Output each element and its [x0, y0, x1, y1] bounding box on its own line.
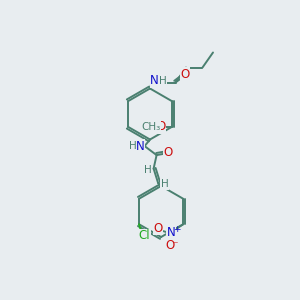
Text: N: N [167, 226, 176, 239]
Text: N: N [150, 74, 159, 88]
Text: O: O [156, 120, 166, 133]
Text: CH₃: CH₃ [142, 122, 161, 132]
Text: H: H [144, 165, 152, 175]
Text: O: O [165, 239, 174, 252]
Text: ⁻: ⁻ [172, 240, 178, 250]
Text: N: N [136, 140, 145, 153]
Text: H: H [159, 76, 167, 86]
Text: Cl: Cl [139, 229, 150, 242]
Text: O: O [181, 68, 190, 81]
Text: +: + [173, 224, 180, 233]
Text: methoxy: methoxy [143, 126, 149, 128]
Text: O: O [154, 222, 163, 235]
Text: O: O [164, 146, 172, 159]
Text: H: H [161, 179, 169, 190]
Text: H: H [129, 141, 136, 151]
